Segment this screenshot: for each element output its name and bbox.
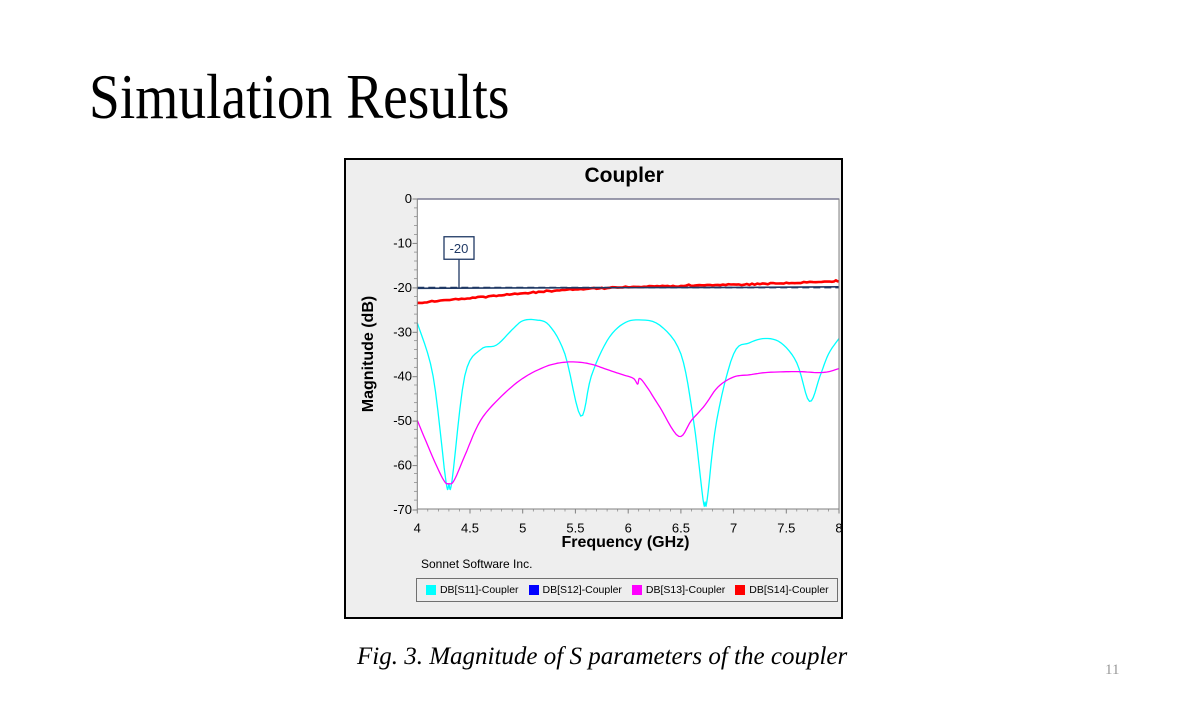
svg-text:7: 7: [730, 521, 737, 536]
svg-text:-20: -20: [450, 241, 469, 256]
svg-text:-50: -50: [393, 413, 412, 428]
svg-text:-40: -40: [393, 369, 412, 384]
svg-text:8: 8: [835, 521, 842, 536]
svg-text:-20: -20: [393, 280, 412, 295]
svg-text:-10: -10: [393, 235, 412, 250]
svg-text:6.5: 6.5: [672, 521, 690, 536]
svg-text:4.5: 4.5: [461, 521, 479, 536]
svg-text:7.5: 7.5: [777, 521, 795, 536]
svg-text:Magnitude (dB): Magnitude (dB): [360, 296, 377, 412]
svg-text:4: 4: [414, 521, 421, 536]
svg-text:0: 0: [405, 191, 412, 206]
svg-text:-30: -30: [393, 324, 412, 339]
svg-text:6: 6: [625, 521, 632, 536]
svg-text:5: 5: [519, 521, 526, 536]
svg-text:-60: -60: [393, 458, 412, 473]
svg-text:-70: -70: [393, 502, 412, 517]
svg-text:5.5: 5.5: [566, 521, 584, 536]
